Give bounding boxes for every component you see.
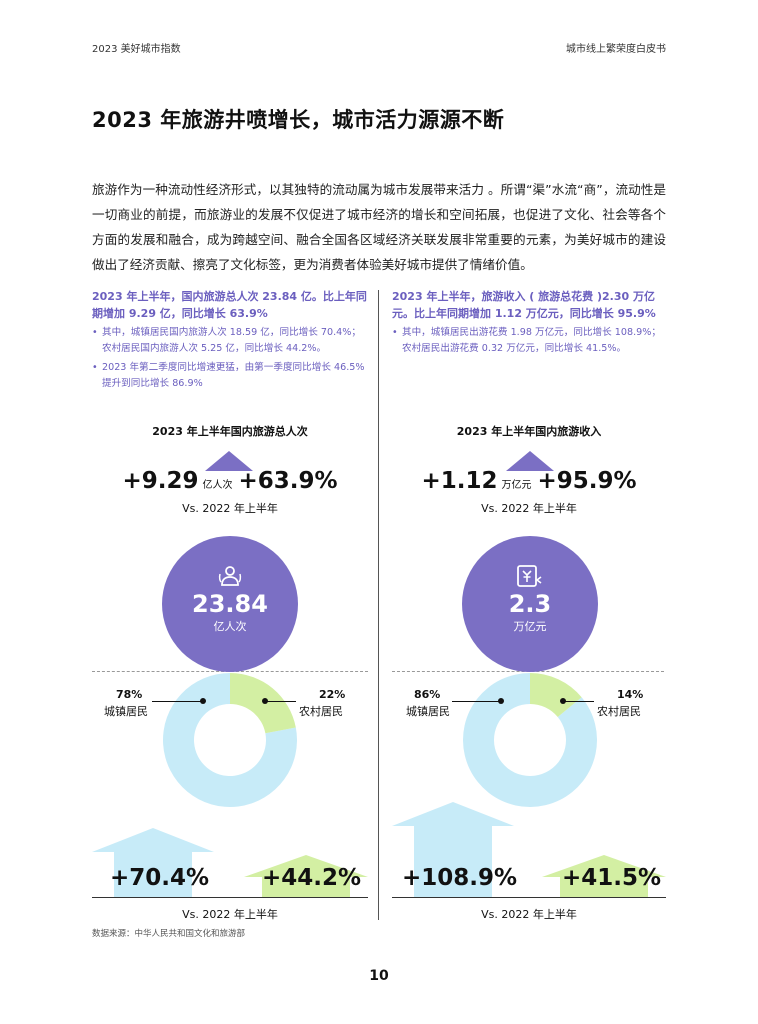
left-urban-leader bbox=[152, 701, 202, 702]
left-urban-pct: 78% bbox=[116, 688, 143, 701]
left-text-block: 2023 年上半年，国内旅游总人次 23.84 亿。比上年同期增加 9.29 亿… bbox=[92, 288, 370, 392]
left-vs: Vs. 2022 年上半年 bbox=[182, 502, 278, 515]
left-urban-label: 城镇居民 bbox=[104, 705, 148, 718]
left-increase-row: +9.29 亿人次 +63.9% bbox=[92, 468, 368, 494]
left-increase-unit: 亿人次 bbox=[202, 480, 233, 491]
left-highlight: 2023 年上半年，国内旅游总人次 23.84 亿。比上年同期增加 9.29 亿… bbox=[92, 290, 367, 320]
right-urban-leader bbox=[452, 701, 500, 702]
right-rural-growth: +41.5% bbox=[562, 865, 662, 891]
right-donut bbox=[463, 673, 597, 807]
left-baseline bbox=[92, 897, 368, 898]
left-bullet-1: 其中，城镇居民国内旅游人次 18.59 亿，同比增长 70.4%；农村居民国内旅… bbox=[92, 325, 370, 357]
header-left: 2023 美好城市指数 bbox=[92, 44, 181, 55]
page-title: 2023 年旅游井喷增长，城市活力源源不断 bbox=[92, 108, 505, 132]
left-increase-value: +9.29 bbox=[122, 468, 199, 494]
right-text-block: 2023 年上半年，旅游收入 ( 旅游总花费 )2.30 万亿元。比上年同期增加… bbox=[392, 288, 670, 357]
data-source: 数据来源：中华人民共和国文化和旅游部 bbox=[92, 929, 246, 939]
right-urban-pct: 86% bbox=[414, 688, 441, 701]
right-total-circle: 2.3 万亿元 bbox=[462, 536, 598, 672]
right-total-value: 2.3 bbox=[508, 590, 552, 618]
right-vs: Vs. 2022 年上半年 bbox=[481, 502, 577, 515]
right-increase-unit: 万亿元 bbox=[501, 480, 532, 491]
header-right: 城市线上繁荣度白皮书 bbox=[566, 44, 666, 55]
right-rural-arrow bbox=[542, 855, 666, 898]
right-bullet-1: 其中，城镇居民出游花费 1.98 万亿元，同比增长 108.9%；农村居民出游花… bbox=[392, 325, 670, 357]
left-urban-leader-dot bbox=[200, 698, 206, 704]
right-urban-leader-dot bbox=[498, 698, 504, 704]
right-highlight: 2023 年上半年，旅游收入 ( 旅游总花费 )2.30 万亿元。比上年同期增加… bbox=[392, 290, 656, 320]
left-total-circle: 23.84 亿人次 bbox=[162, 536, 298, 672]
intro-paragraph: 旅游作为一种流动性经济形式，以其独特的流动属为城市发展带来活力 。所谓“渠”水流… bbox=[92, 182, 666, 272]
right-rural-leader-dot bbox=[560, 698, 566, 704]
left-rural-growth: +44.2% bbox=[262, 865, 362, 891]
right-rural-pct: 14% bbox=[617, 688, 644, 701]
left-up-triangle bbox=[205, 451, 253, 471]
left-rural-pct: 22% bbox=[319, 688, 346, 701]
right-donut-urban-segment bbox=[463, 673, 597, 807]
right-urban-growth: +108.9% bbox=[402, 865, 518, 891]
right-rural-label: 农村居民 bbox=[597, 705, 641, 718]
left-rural-arrow bbox=[244, 855, 368, 898]
left-growth-value: +63.9% bbox=[238, 468, 338, 494]
left-donut-urban-segment bbox=[163, 673, 297, 807]
page-number: 10 bbox=[369, 968, 389, 984]
left-chart-title: 2023 年上半年国内旅游总人次 bbox=[152, 425, 308, 438]
right-urban-label: 城镇居民 bbox=[406, 705, 450, 718]
right-increase-row: +1.12 万亿元 +95.9% bbox=[392, 468, 666, 494]
right-growth-value: +95.9% bbox=[537, 468, 637, 494]
right-up-triangle bbox=[506, 451, 554, 471]
right-urban-arrow bbox=[392, 802, 514, 898]
right-baseline bbox=[392, 897, 666, 898]
people-icon bbox=[218, 566, 242, 586]
left-total-unit: 亿人次 bbox=[213, 620, 247, 633]
right-donut-rural-segment bbox=[530, 673, 582, 718]
right-vs-bottom: Vs. 2022 年上半年 bbox=[481, 908, 577, 921]
left-total-value: 23.84 bbox=[192, 590, 268, 618]
right-increase-value: +1.12 bbox=[421, 468, 498, 494]
left-rural-label: 农村居民 bbox=[299, 705, 343, 718]
left-vs-bottom: Vs. 2022 年上半年 bbox=[182, 908, 278, 921]
yuan-money-icon bbox=[517, 565, 542, 587]
right-rural-leader bbox=[564, 701, 594, 702]
left-rural-leader bbox=[266, 701, 296, 702]
left-donut bbox=[163, 673, 297, 807]
right-chart-title: 2023 年上半年国内旅游收入 bbox=[456, 425, 602, 438]
left-bullet-2: 2023 年第二季度同比增速更猛，由第一季度同比增长 46.5% 提升到同比增长… bbox=[92, 360, 370, 392]
left-urban-growth: +70.4% bbox=[110, 865, 210, 891]
left-urban-arrow bbox=[92, 828, 214, 898]
column-divider bbox=[378, 290, 379, 920]
right-total-unit: 万亿元 bbox=[513, 620, 547, 633]
left-rural-leader-dot bbox=[262, 698, 268, 704]
